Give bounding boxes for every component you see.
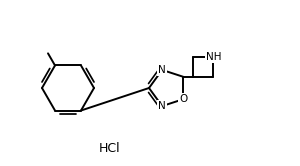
Text: HCl: HCl bbox=[99, 141, 121, 155]
Text: N: N bbox=[158, 101, 166, 111]
Text: O: O bbox=[179, 94, 188, 104]
Text: N: N bbox=[158, 65, 166, 75]
Text: NH: NH bbox=[206, 52, 221, 62]
